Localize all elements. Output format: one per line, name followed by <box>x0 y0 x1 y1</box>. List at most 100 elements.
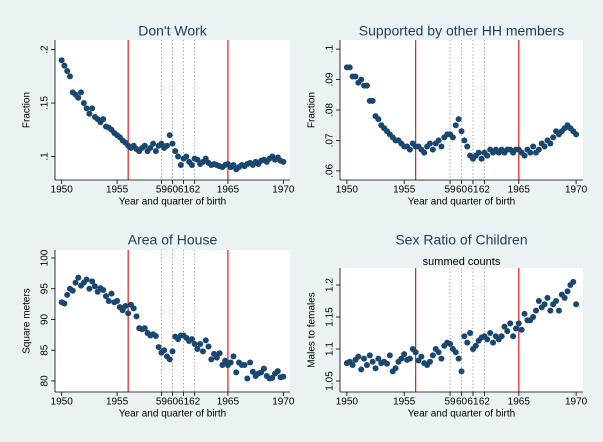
data-point <box>464 339 471 346</box>
data-point <box>435 349 442 356</box>
data-point <box>461 333 468 340</box>
x-axis-label: Year and quarter of birth <box>408 409 515 420</box>
data-point <box>372 365 379 372</box>
data-point <box>130 305 137 312</box>
chart-title: Don't Work <box>138 23 208 39</box>
data-point <box>521 310 528 317</box>
data-point <box>412 349 419 356</box>
x-tick-label: 62 <box>189 397 201 408</box>
data-point <box>158 140 165 147</box>
y-tick-label: .1 <box>325 45 336 54</box>
data-point <box>80 100 87 107</box>
data-point <box>484 336 491 343</box>
x-tick-label: 59 <box>156 185 168 196</box>
data-point <box>369 97 376 104</box>
data-point <box>122 302 129 309</box>
y-tick-label: 1.15 <box>325 307 336 327</box>
data-point <box>58 57 65 64</box>
x-tick-label: 62 <box>189 185 201 196</box>
data-point <box>108 290 115 297</box>
data-point <box>194 345 201 352</box>
data-point <box>75 274 82 281</box>
data-point <box>83 105 90 112</box>
x-tick-label: 60 <box>167 185 179 196</box>
data-point <box>280 158 287 165</box>
data-point <box>475 149 482 156</box>
data-point <box>455 355 462 362</box>
data-point <box>89 105 96 112</box>
data-point <box>564 288 571 295</box>
data-point <box>553 298 560 305</box>
data-point <box>426 140 433 147</box>
x-tick-label: 1950 <box>336 185 359 196</box>
chart-subtitle: summed counts <box>423 256 501 268</box>
data-point <box>227 359 234 366</box>
data-point <box>383 360 390 367</box>
data-point <box>233 369 240 376</box>
x-tick-label: 1970 <box>565 397 588 408</box>
data-point <box>114 298 121 305</box>
data-point <box>386 352 393 359</box>
data-point <box>66 73 73 80</box>
data-point <box>490 339 497 346</box>
data-point <box>249 368 256 375</box>
y-tick-label: 85 <box>40 344 51 356</box>
x-axis-label: Year and quarter of birth <box>119 197 226 208</box>
data-point <box>64 291 71 298</box>
data-point <box>484 152 491 159</box>
data-point <box>541 301 548 308</box>
data-point <box>366 352 373 359</box>
data-point <box>349 361 356 368</box>
data-point <box>161 347 168 354</box>
data-point <box>573 131 580 138</box>
chart-title: Sex Ratio of Children <box>395 232 527 248</box>
x-axis-label: Year and quarter of birth <box>119 409 226 420</box>
data-point <box>547 140 554 147</box>
x-tick-label: 62 <box>479 397 491 408</box>
data-point <box>78 89 85 96</box>
data-point <box>213 354 220 361</box>
y-axis-label: Fraction <box>22 92 33 128</box>
data-point <box>452 349 459 356</box>
data-point <box>125 310 132 317</box>
x-tick-label: 1965 <box>217 185 240 196</box>
x-tick-label: 61 <box>467 397 479 408</box>
y-axis-label: Fraction <box>307 92 318 128</box>
data-point <box>358 76 365 83</box>
data-point <box>188 162 195 169</box>
data-point <box>183 153 190 160</box>
data-point <box>141 142 148 149</box>
data-point <box>230 353 237 360</box>
data-point <box>398 355 405 362</box>
x-tick-label: 1955 <box>393 397 416 408</box>
data-point <box>191 341 198 348</box>
data-point <box>375 355 382 362</box>
data-point <box>421 149 428 156</box>
data-point <box>86 110 93 117</box>
data-point <box>119 307 126 314</box>
y-tick-label: 100 <box>40 249 51 266</box>
data-point <box>169 140 176 147</box>
y-tick-label: .08 <box>325 103 336 117</box>
x-tick-label: 60 <box>456 185 468 196</box>
data-point <box>358 366 365 373</box>
data-point <box>392 365 399 372</box>
data-point <box>521 152 528 159</box>
x-tick-label: 1965 <box>508 185 531 196</box>
data-point <box>102 293 109 300</box>
data-point <box>478 155 485 162</box>
data-point <box>541 143 548 150</box>
x-tick-label: 1955 <box>106 185 129 196</box>
data-point <box>467 330 474 337</box>
data-point <box>202 337 209 344</box>
data-point <box>194 156 201 163</box>
x-tick-label: 1970 <box>565 185 588 196</box>
data-point <box>544 294 551 301</box>
x-tick-label: 1955 <box>393 185 416 196</box>
data-point <box>461 137 468 144</box>
x-tick-label: 1970 <box>272 185 295 196</box>
data-point <box>280 373 287 380</box>
data-point <box>150 140 157 147</box>
data-point <box>188 336 195 343</box>
